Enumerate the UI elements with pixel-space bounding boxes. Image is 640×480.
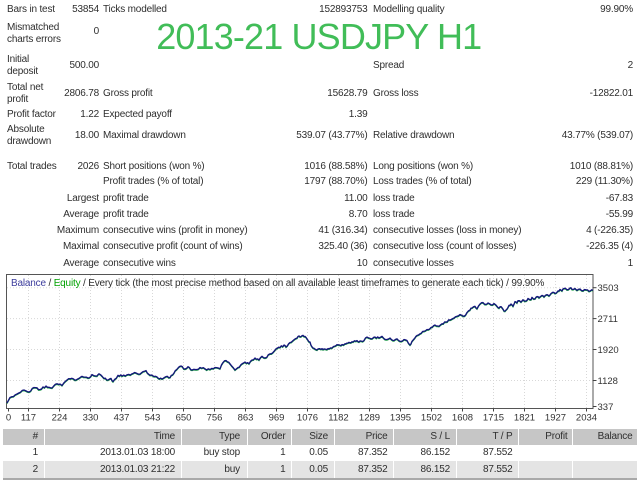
svg-text:1715: 1715: [483, 413, 504, 424]
svg-text:650: 650: [176, 413, 192, 424]
svg-text:3503: 3503: [598, 283, 619, 294]
svg-text:1502: 1502: [421, 413, 442, 424]
svg-text:1128: 1128: [598, 376, 618, 387]
svg-text:437: 437: [114, 413, 130, 424]
svg-text:1076: 1076: [297, 413, 318, 424]
svg-text:0: 0: [6, 413, 11, 424]
svg-text:2034: 2034: [576, 413, 597, 424]
svg-text:224: 224: [52, 413, 68, 424]
svg-text:543: 543: [145, 413, 161, 424]
svg-text:863: 863: [238, 413, 254, 424]
svg-text:1182: 1182: [328, 413, 348, 424]
svg-text:756: 756: [207, 413, 223, 424]
svg-text:1927: 1927: [545, 413, 566, 424]
svg-text:1608: 1608: [452, 413, 473, 424]
svg-text:1821: 1821: [514, 413, 535, 424]
svg-text:1289: 1289: [359, 413, 380, 424]
svg-text:117: 117: [21, 413, 36, 424]
svg-text:337: 337: [598, 402, 614, 413]
svg-text:969: 969: [269, 413, 285, 424]
svg-text:2711: 2711: [598, 314, 618, 325]
svg-text:1395: 1395: [390, 413, 411, 424]
svg-text:330: 330: [83, 413, 99, 424]
svg-text:1920: 1920: [598, 345, 619, 356]
